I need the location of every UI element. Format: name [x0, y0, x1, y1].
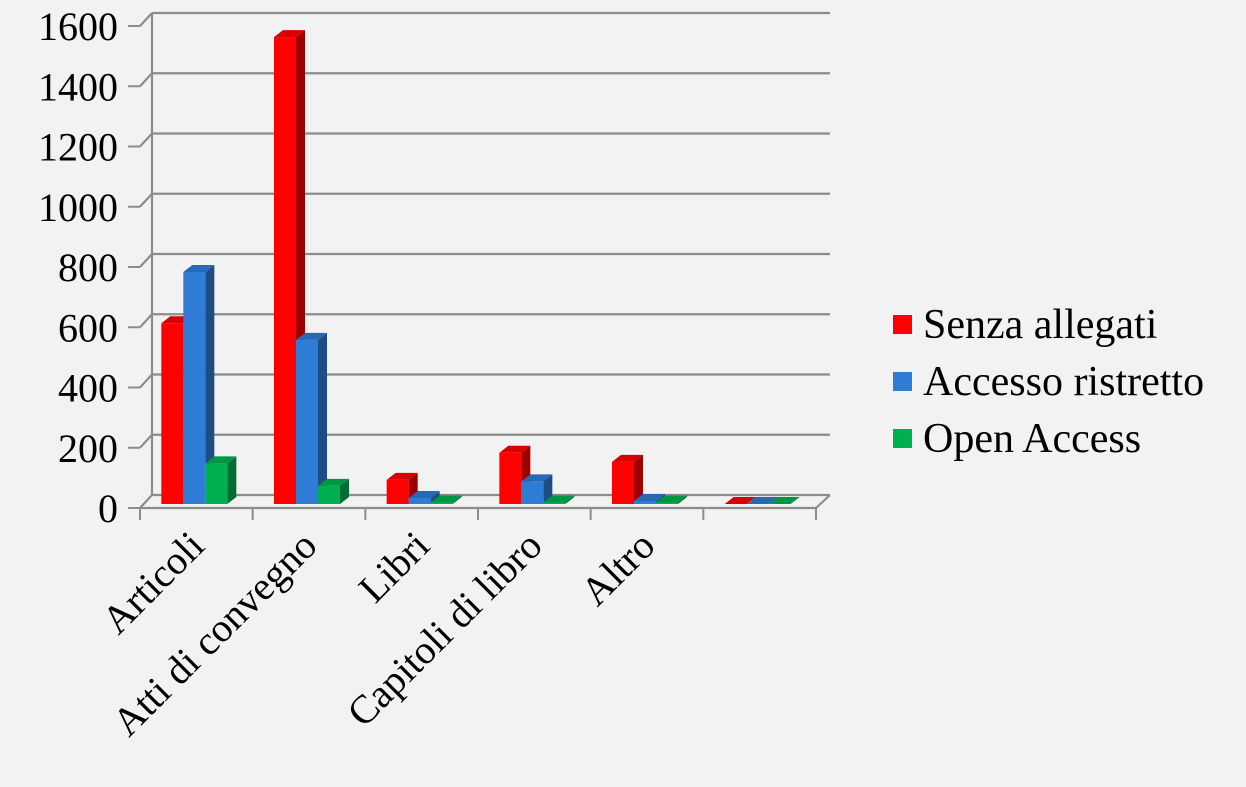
bar-senza-allegati-4	[612, 454, 643, 504]
bar-front	[296, 339, 318, 504]
bar-front	[634, 500, 656, 504]
bar-open-access-1	[318, 478, 349, 504]
gridline-side	[139, 193, 153, 208]
gridlines	[139, 11, 830, 509]
gridline-side	[139, 373, 153, 389]
bar-open-access-3	[543, 495, 575, 504]
gridline-side	[139, 132, 153, 148]
gridline-side	[139, 253, 153, 268]
bar-open-access-0	[205, 456, 237, 504]
bar-top	[430, 495, 462, 503]
y-tick-label: 200	[58, 426, 118, 471]
bars	[161, 30, 800, 504]
bar-side	[452, 495, 462, 504]
bar-accesso-ristretto-3	[521, 474, 553, 504]
bar-side	[543, 474, 553, 504]
bar-top	[408, 490, 440, 498]
floor-right-edge	[815, 494, 831, 509]
bar-front	[543, 502, 566, 504]
bar-front	[499, 452, 522, 504]
bar-top	[612, 454, 643, 462]
y-tick-label: 1000	[38, 185, 118, 230]
bar-top	[521, 474, 553, 482]
bar-side	[205, 265, 215, 504]
bar-top	[183, 265, 215, 273]
bar-top	[746, 497, 778, 504]
bar-senza-allegati-5	[724, 497, 756, 504]
bar-top	[634, 493, 665, 501]
bar-front	[612, 461, 634, 504]
bar-top	[296, 332, 327, 340]
y-tick-label: 0	[98, 486, 118, 531]
legend: Senza allegati Accesso ristretto Open Ac…	[893, 296, 1204, 467]
bar-top	[205, 456, 237, 464]
bar-front	[161, 323, 184, 504]
bar-accesso-ristretto-5	[746, 497, 778, 504]
bar-open-access-2	[430, 495, 462, 504]
bar-top	[318, 478, 349, 486]
legend-swatch	[893, 315, 912, 334]
gridline-side	[139, 313, 153, 328]
bar-accesso-ristretto-0	[183, 265, 215, 504]
y-tick-label: 600	[58, 305, 118, 350]
legend-swatch	[893, 372, 912, 391]
legend-label: Accesso ristretto	[923, 358, 1205, 405]
y-tick-label: 800	[58, 245, 118, 290]
bar-side	[678, 495, 687, 504]
bar-top	[543, 495, 575, 503]
legend-item-open-access: Open Access	[893, 410, 1204, 467]
y-tick-label: 400	[58, 366, 118, 411]
x-tick-label: Altro	[572, 523, 664, 615]
bar-front	[183, 272, 206, 504]
bar-front	[656, 502, 678, 504]
gridline-side	[139, 494, 153, 509]
bar-front	[205, 463, 228, 504]
y-tick-label: 1600	[38, 4, 118, 49]
y-tick-label: 1400	[38, 64, 118, 109]
legend-item-accesso-ristretto: Accesso ristretto	[893, 353, 1204, 410]
x-tick-label: Libri	[350, 523, 438, 611]
legend-label: Open Access	[923, 415, 1142, 462]
gridline-side	[139, 12, 153, 27]
legend-item-senza-allegati: Senza allegati	[893, 296, 1204, 353]
legend-swatch	[893, 429, 912, 448]
bar-top	[499, 445, 531, 453]
bar-side	[340, 478, 349, 504]
bar-front	[386, 479, 409, 504]
bar-side	[318, 332, 327, 504]
bar-top	[656, 495, 687, 503]
bar-top	[768, 497, 800, 504]
bar-front	[274, 37, 296, 504]
bar-side	[565, 495, 575, 504]
bar-side	[634, 454, 643, 504]
bar-open-access-4	[656, 495, 687, 504]
legend-label: Senza allegati	[923, 301, 1158, 348]
bar-top	[724, 497, 756, 504]
bar-side	[227, 456, 237, 504]
x-tick-label: Atti di convegno	[103, 523, 325, 745]
axes	[128, 13, 831, 520]
bar-top	[386, 472, 418, 480]
gridline-side	[139, 72, 153, 87]
bar-front	[430, 502, 453, 504]
bar-top	[274, 30, 305, 38]
x-tick-label: Capitoli di libro	[338, 523, 551, 736]
y-tick-label: 1200	[38, 125, 118, 170]
bar-front	[521, 481, 544, 504]
gridline-side	[139, 434, 153, 449]
bar-accesso-ristretto-1	[296, 332, 327, 504]
bar-front	[408, 497, 431, 504]
bar-open-access-5	[768, 497, 800, 504]
bar-front	[318, 485, 340, 504]
